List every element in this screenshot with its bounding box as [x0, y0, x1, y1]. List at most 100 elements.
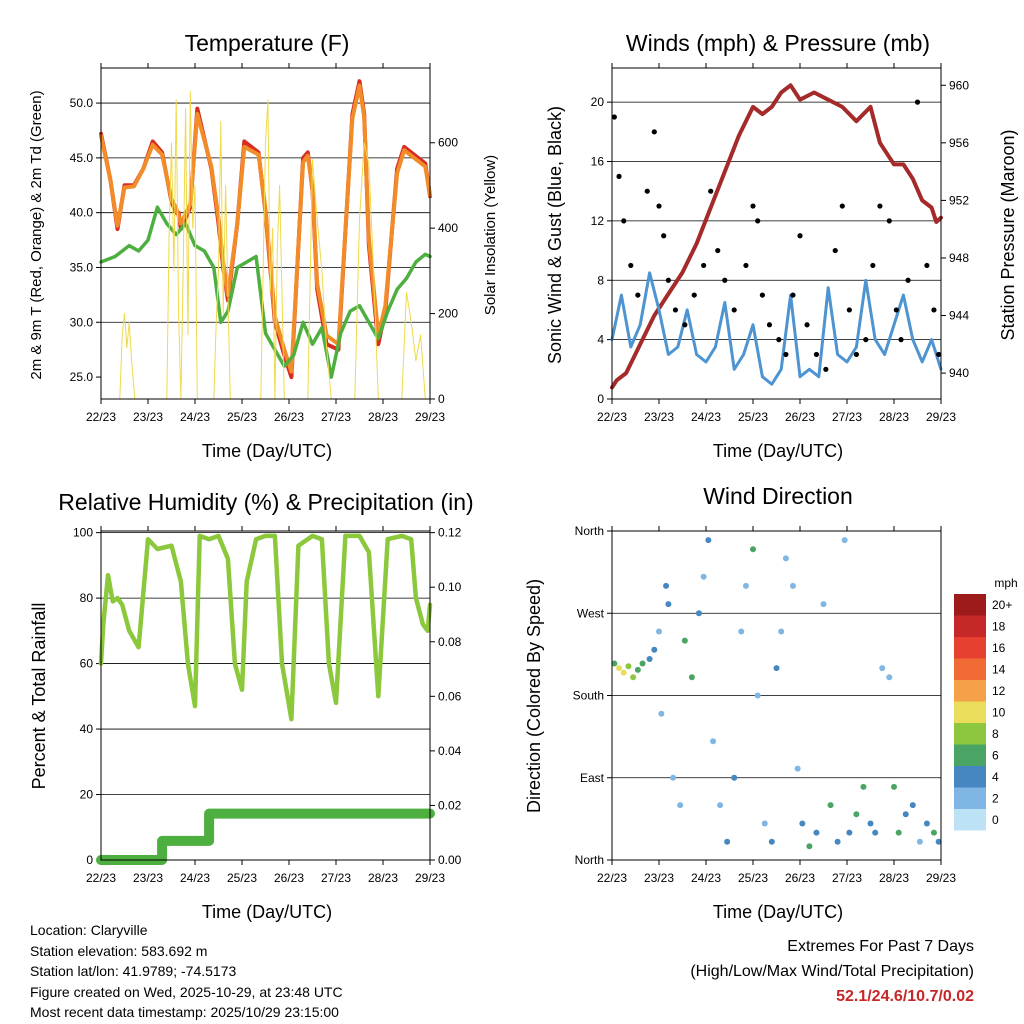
direction-point [872, 829, 879, 836]
direction-point [710, 738, 717, 745]
legend-title: mph [994, 576, 1017, 590]
direction-point [778, 628, 785, 635]
direction-point [935, 838, 942, 845]
direction-point [930, 829, 937, 836]
direction-point [886, 674, 893, 681]
direction-point [634, 666, 641, 673]
winds-ylabel: Sonic Wind & Gust (Blue, Black) [545, 106, 565, 364]
winds-point [665, 277, 672, 283]
humidity-ytick-right-label: 0.12 [438, 526, 462, 540]
temperature-xtick-label: 23/23 [133, 410, 163, 424]
temperature-frame [100, 67, 431, 400]
winds-point [914, 99, 921, 105]
winds-point [651, 129, 657, 135]
temperature-ytick-right-label: 0 [438, 392, 445, 406]
direction-xlabel: Time (Day/UTC) [713, 902, 843, 922]
legend-label: 20+ [992, 598, 1012, 612]
direction-ytick-label: North [575, 853, 604, 867]
station-info: Location: Claryville Station elevation: … [30, 920, 343, 1023]
humidity-xtick-label: 26/23 [274, 871, 304, 885]
direction-xtick-label: 22/23 [597, 871, 627, 885]
humidity-xtick-label: 27/23 [321, 871, 351, 885]
temperature-ytick-right-label: 400 [438, 221, 458, 235]
temperature-ytick-label: 30.0 [70, 315, 94, 329]
winds-point [886, 218, 892, 224]
direction-point [670, 774, 677, 781]
direction-xtick-label: 27/23 [832, 871, 862, 885]
winds-frame [611, 67, 942, 400]
winds-point [893, 307, 899, 313]
direction-panel: Wind Direction Direction (Colored By Spe… [524, 483, 1018, 922]
direction-point [834, 838, 841, 845]
legend-label: 16 [992, 641, 1006, 655]
winds-ytick-right-label: 952 [949, 193, 969, 207]
legend-swatch [954, 615, 986, 637]
temperature-xtick-label: 25/23 [227, 410, 257, 424]
legend-label: 8 [992, 727, 999, 741]
temperature-line-9m-t [99, 83, 432, 374]
winds-xtick-label: 29/23 [926, 410, 956, 424]
winds-xtick-label: 26/23 [785, 410, 815, 424]
direction-point [665, 601, 672, 608]
winds-ytick-right-label: 960 [949, 78, 969, 92]
humidity-xlabel: Time (Day/UTC) [202, 902, 332, 922]
direction-xtick-label: 28/23 [879, 871, 909, 885]
humidity-ytick-label: 20 [80, 788, 94, 802]
winds-point [905, 277, 911, 283]
humidity-xtick-label: 24/23 [180, 871, 210, 885]
legend-swatch [954, 594, 986, 616]
direction-point [909, 802, 916, 809]
extremes-subtitle: (High/Low/Max Wind/Total Precipitation) [690, 963, 974, 980]
winds-point [628, 262, 634, 269]
direction-point [695, 610, 702, 617]
winds-point [743, 262, 749, 269]
direction-point [867, 820, 874, 827]
winds-xtick-label: 23/23 [644, 410, 674, 424]
temperature-ytick-right-label: 600 [438, 136, 458, 150]
temperature-xtick-label: 26/23 [274, 410, 304, 424]
temperature-line-2m-td [99, 205, 432, 379]
humidity-xtick-label: 29/23 [415, 871, 445, 885]
temperature-panel: Temperature (F) 2m & 9m T (Red, Orange) … [28, 30, 499, 461]
humidity-panel: Relative Humidity (%) & Precipitation (i… [29, 489, 474, 922]
temperature-ytick-label: 50.0 [70, 96, 94, 110]
direction-point [789, 582, 796, 589]
winds-point [644, 188, 650, 194]
direction-point [738, 628, 745, 635]
winds-point [870, 262, 876, 269]
direction-point [630, 674, 637, 681]
direction-xtick-label: 25/23 [738, 871, 768, 885]
direction-point [773, 665, 780, 672]
direction-point [841, 537, 848, 544]
temperature-line-solar [119, 91, 426, 400]
direction-point [646, 655, 653, 662]
winds-point [846, 307, 852, 313]
legend-swatch [954, 744, 986, 766]
direction-ytick-label: East [580, 771, 605, 785]
temperature-xtick-label: 24/23 [180, 410, 210, 424]
temperature-xtick-label: 27/23 [321, 410, 351, 424]
winds-line-station-pressure [610, 83, 943, 390]
direction-xtick-label: 23/23 [644, 871, 674, 885]
humidity-ytick-right-label: 0.02 [438, 798, 462, 812]
direction-point [853, 811, 860, 818]
humidity-ytick-label: 100 [73, 526, 93, 540]
legend-label: 4 [992, 770, 999, 784]
direction-xtick-label: 29/23 [926, 871, 956, 885]
recent-text: Most recent data timestamp: 2025/10/29 2… [30, 1004, 339, 1020]
legend-label: 18 [992, 620, 1006, 634]
temperature-ytick-label: 45.0 [70, 151, 94, 165]
humidity-ytick-right-label: 0.08 [438, 635, 462, 649]
humidity-ytick-label: 80 [80, 591, 94, 605]
legend-label: 2 [992, 792, 999, 806]
direction-point [616, 665, 623, 672]
temperature-ytick-label: 40.0 [70, 206, 94, 220]
winds-point [823, 366, 829, 372]
winds-point [813, 351, 820, 358]
direction-point [677, 802, 684, 809]
direction-point [658, 710, 665, 717]
legend-label: 14 [992, 663, 1006, 677]
direction-point [902, 811, 909, 818]
direction-point [750, 546, 756, 553]
